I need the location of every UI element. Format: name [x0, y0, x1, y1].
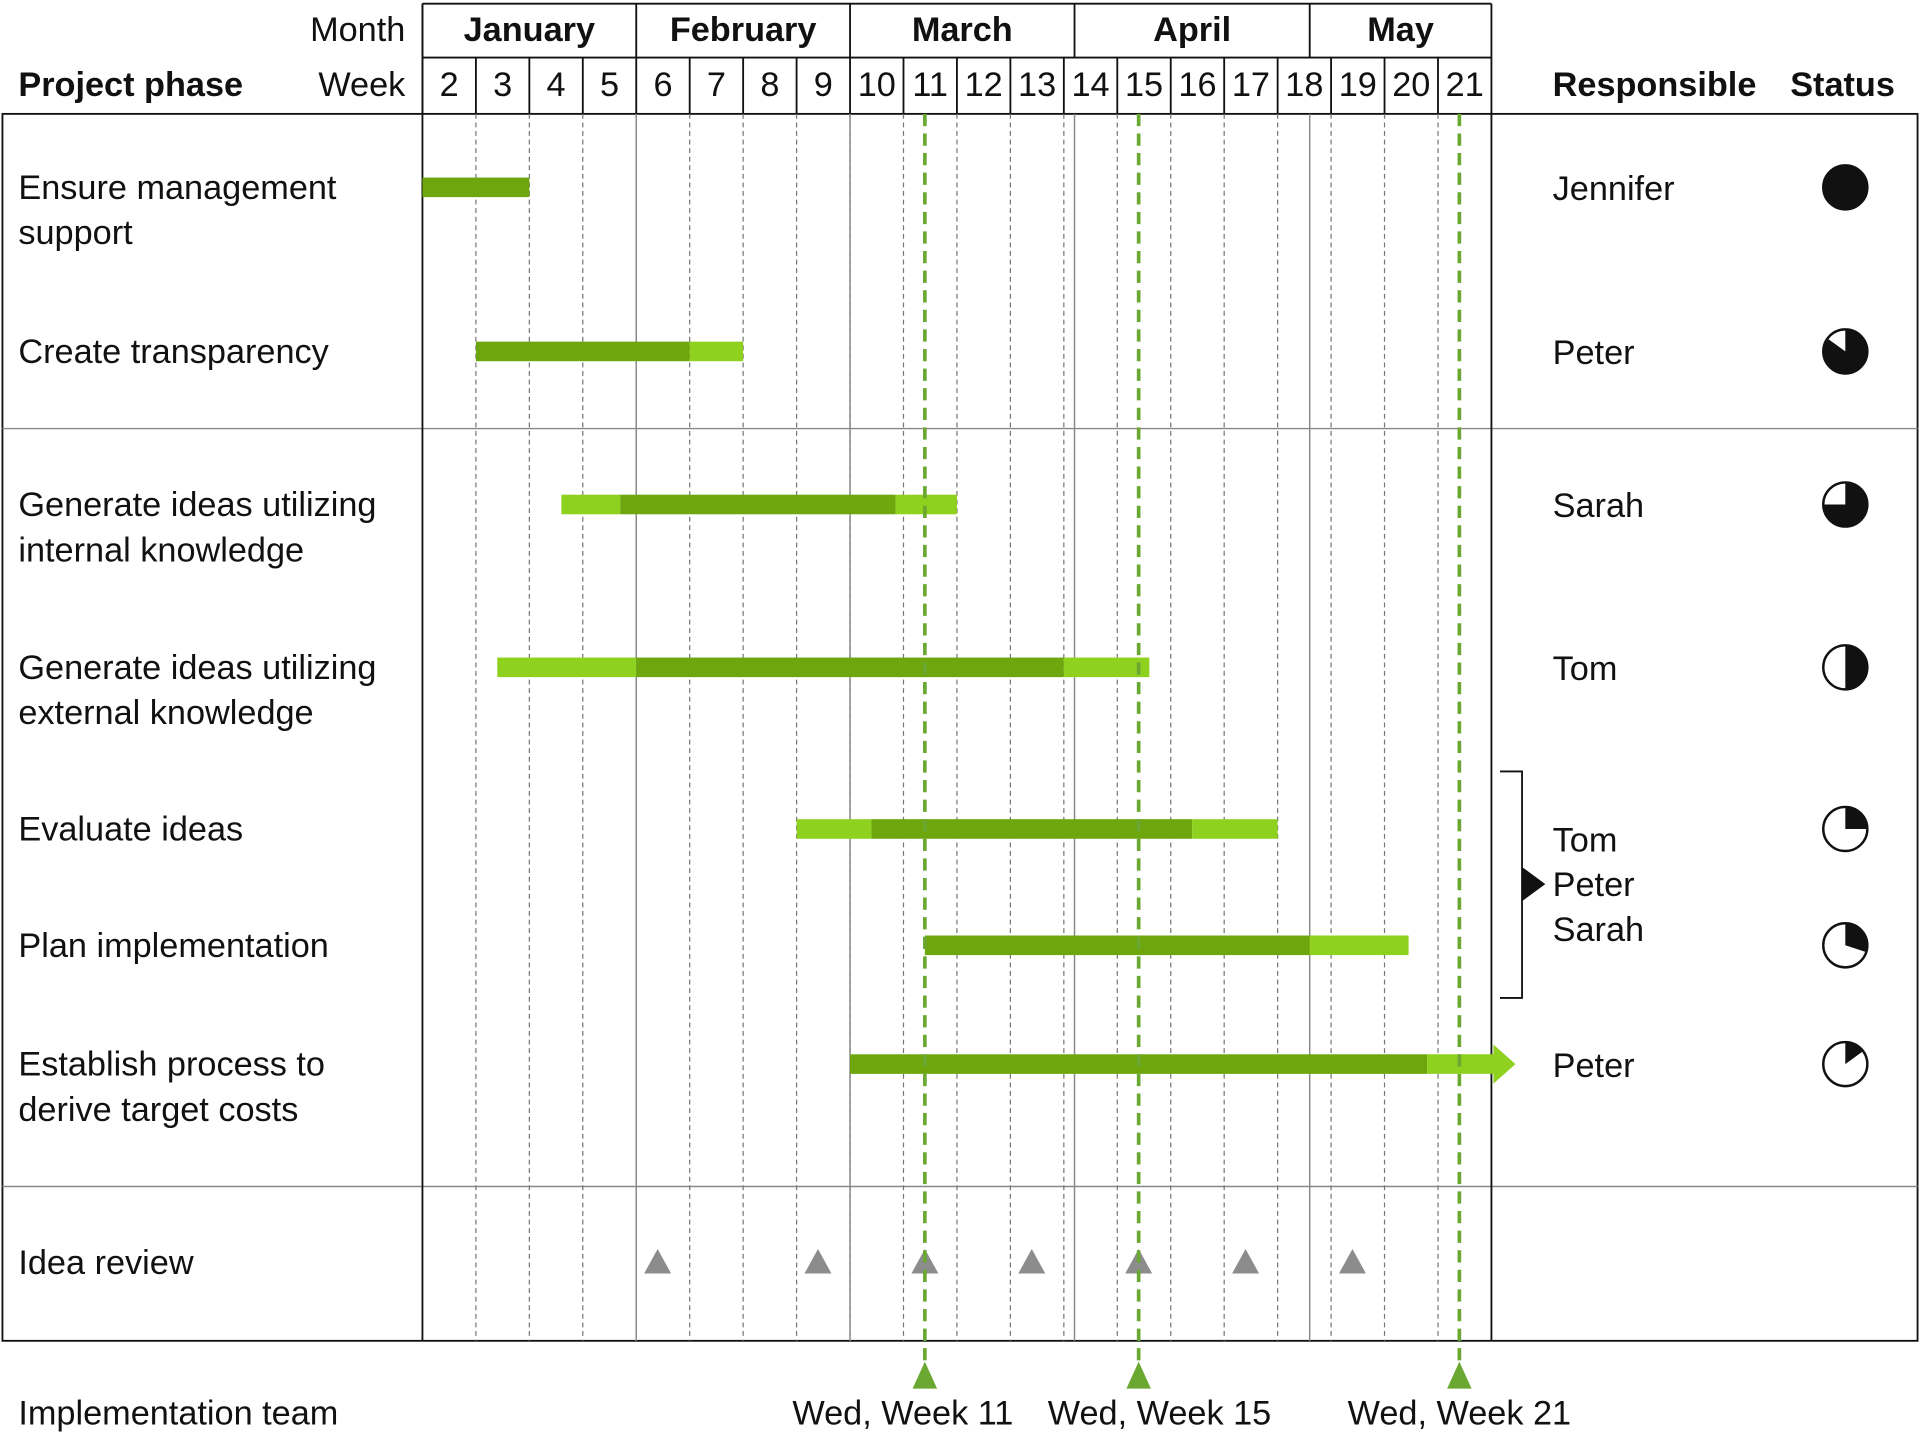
task-bar [689, 341, 744, 362]
milestone [1338, 1248, 1366, 1274]
week-tick-label: 11 [912, 66, 948, 104]
task-name: Generate ideas utilizing [18, 486, 376, 524]
week-tick-label: 21 [1446, 66, 1484, 104]
week-tick-label: 18 [1285, 66, 1323, 104]
task-name: Establish process to [18, 1046, 325, 1084]
task-name: internal knowledge [18, 531, 304, 569]
week-tick-label: 3 [493, 66, 512, 104]
deadline-label: Wed, Week 21 [1348, 1395, 1571, 1433]
phase-label: Project phase [18, 66, 243, 104]
task-bar [1192, 819, 1278, 839]
month-label: April [1153, 11, 1231, 49]
task-name: derive target costs [18, 1091, 298, 1129]
milestone-name: Idea review [18, 1244, 193, 1282]
week-tick-label: 7 [707, 66, 726, 104]
month-label: March [912, 11, 1013, 49]
month-label: May [1367, 11, 1434, 49]
week-label: Week [318, 66, 406, 104]
status-fill [1823, 329, 1868, 374]
task-bar [1063, 657, 1150, 678]
task-bar [895, 494, 957, 515]
status-fill [1823, 482, 1868, 527]
week-tick-label: 12 [965, 66, 1003, 104]
week-tick-label: 9 [814, 66, 833, 104]
task-bar [1309, 935, 1409, 956]
week-tick-label: 5 [600, 66, 619, 104]
week-tick-label: 6 [653, 66, 672, 104]
task-bar [475, 341, 690, 362]
week-tick-label: 16 [1178, 66, 1216, 104]
task-name: Generate ideas utilizing [18, 649, 376, 687]
week-tick-label: 19 [1339, 66, 1377, 104]
deadline-marker [1447, 1361, 1472, 1389]
week-tick-label: 4 [547, 66, 566, 104]
task-bar [620, 494, 896, 515]
task-bar [422, 177, 530, 198]
responsible: Tom [1553, 650, 1618, 688]
task-bar [636, 657, 1064, 678]
table-border [1, 112, 1919, 1342]
week-tick-label: 2 [440, 66, 459, 104]
task-name: support [18, 214, 133, 252]
responsible: Peter [1553, 866, 1635, 904]
week-tick-label: 10 [858, 66, 896, 104]
responsible: Tom [1553, 822, 1618, 860]
week-tick-label: 20 [1392, 66, 1430, 104]
task-name: Plan implementation [18, 927, 328, 965]
month-label: January [464, 11, 595, 49]
status-fill [1845, 1042, 1864, 1065]
task-bar-arrow [1427, 1044, 1516, 1084]
status-fill [1845, 923, 1868, 953]
week-tick-label: 15 [1125, 66, 1163, 104]
task-name: Create transparency [18, 333, 329, 371]
task-bar [924, 935, 1310, 956]
status-fill [1845, 806, 1868, 829]
task-bar [497, 657, 637, 678]
month-label: February [670, 11, 817, 49]
status-fill [1823, 165, 1868, 210]
deadline-marker [912, 1361, 938, 1389]
responsible: Jennifer [1553, 170, 1675, 208]
week-tick-label: 14 [1071, 66, 1109, 104]
task-name: Evaluate ideas [18, 810, 243, 848]
week-tick-label: 8 [760, 66, 779, 104]
task-name: external knowledge [18, 694, 313, 732]
task-bar [561, 494, 621, 515]
responsible: Peter [1553, 334, 1635, 372]
status-label: Status [1790, 66, 1895, 104]
group-pointer [1522, 866, 1546, 902]
task-bar [871, 819, 1193, 839]
deadline-label: Wed, Week 15 [1048, 1395, 1271, 1433]
week-tick-label: 17 [1232, 66, 1270, 104]
responsible: Sarah [1553, 487, 1644, 525]
task-name: Ensure management [18, 169, 337, 207]
milestone [804, 1248, 832, 1274]
milestone [1232, 1248, 1260, 1274]
month-label: Month [310, 11, 405, 49]
deadline-marker [1126, 1361, 1151, 1389]
week-tick-label: 13 [1018, 66, 1056, 104]
responsible: Peter [1553, 1047, 1635, 1085]
milestone [644, 1248, 672, 1274]
responsible: Sarah [1553, 911, 1644, 949]
task-bar [796, 819, 872, 839]
deadline-group-name: Implementation team [18, 1395, 338, 1433]
chart-layer: 2 3 4 5 6 7 8 9 10 11 12 13 14 15 16 17 18 19 20 21 January F… [18, 2, 1869, 1433]
responsible-label: Responsible [1553, 66, 1757, 104]
deadline-label: Wed, Week 11 [792, 1395, 1013, 1433]
milestone [1018, 1248, 1046, 1274]
status-fill [1845, 645, 1868, 690]
